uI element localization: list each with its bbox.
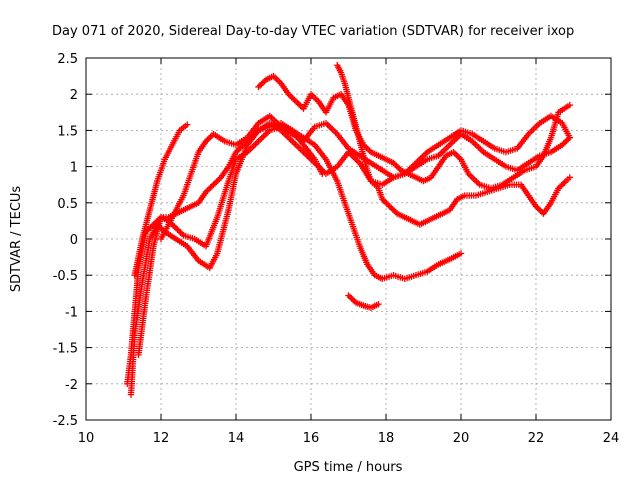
data-point-marker <box>255 83 262 91</box>
y-tick-label: -2.5 <box>53 414 78 429</box>
data-point-marker <box>288 93 295 101</box>
data-point-marker <box>562 138 569 146</box>
data-point-marker <box>386 203 393 210</box>
data-point-marker <box>364 146 372 153</box>
x-tick-label: 10 <box>78 431 95 446</box>
data-point-marker <box>171 223 178 230</box>
data-point-marker <box>391 207 398 214</box>
data-point-marker <box>535 206 543 213</box>
y-tick-label: 0 <box>70 233 78 248</box>
data-point-marker <box>561 179 568 186</box>
series-trace-8 <box>345 292 382 311</box>
data-point-marker <box>346 293 354 301</box>
data-point-marker <box>205 185 213 193</box>
series-trace-6 <box>255 72 573 192</box>
data-point-marker <box>566 134 573 141</box>
data-point-marker <box>291 96 298 104</box>
series-trace-4 <box>135 123 465 359</box>
data-point-marker <box>294 99 301 107</box>
data-point-marker <box>256 82 264 89</box>
data-point-marker <box>271 74 279 81</box>
data-point-marker <box>558 182 565 189</box>
x-tick-label: 20 <box>453 431 470 446</box>
data-point-marker <box>175 227 183 235</box>
data-point-marker <box>174 226 181 233</box>
x-tick-label: 14 <box>228 431 245 446</box>
data-point-marker <box>208 182 216 190</box>
data-point-marker <box>389 206 396 213</box>
data-point-marker <box>457 250 465 257</box>
data-point-marker <box>394 164 402 171</box>
axis-ticks: 10 12 14 16 18 20 22 24 2.5 2 1.5 1 0.5 0 -0.5 -1 -1.5 -2… <box>53 52 620 446</box>
data-point-marker <box>214 177 222 184</box>
x-tick-label: 24 <box>603 431 620 446</box>
data-point-marker <box>295 101 303 108</box>
data-point-marker <box>383 200 390 207</box>
y-tick-label: -0.5 <box>53 269 78 284</box>
data-point-marker <box>388 204 395 212</box>
data-point-marker <box>292 98 300 105</box>
data-point-marker <box>345 292 352 299</box>
x-tick-label: 16 <box>303 431 320 446</box>
y-tick-label: -1.5 <box>53 342 78 357</box>
data-point-marker <box>348 295 355 302</box>
series-trace-3 <box>127 119 573 398</box>
data-point-marker <box>312 95 319 102</box>
data-point-marker <box>310 93 318 101</box>
x-tick-label: 18 <box>378 431 395 446</box>
y-tick-label: 1 <box>70 161 78 176</box>
series-trace-2 <box>131 121 191 279</box>
y-tick-label: 2 <box>70 88 78 103</box>
x-tick-label: 12 <box>153 431 170 446</box>
y-tick-label: 1.5 <box>57 124 78 139</box>
data-point-marker <box>349 296 357 304</box>
y-tick-label: -2 <box>65 378 78 393</box>
data-point-marker <box>393 162 400 170</box>
grid <box>86 58 611 420</box>
data-point-marker <box>274 77 282 84</box>
data-point-marker <box>177 229 184 236</box>
data-point-marker <box>213 178 220 186</box>
series-trace-7 <box>334 62 573 228</box>
data-marks <box>124 62 573 398</box>
data-point-marker <box>382 198 389 206</box>
data-point-marker <box>207 184 214 191</box>
data-point-marker <box>566 101 573 109</box>
data-point-marker <box>259 79 267 86</box>
data-point-marker <box>451 150 459 157</box>
y-axis-label: SDTVAR / TECUs <box>9 186 24 293</box>
data-point-marker <box>211 180 219 187</box>
data-point-marker <box>205 135 213 142</box>
chart-title: Day 071 of 2020, Sidereal Day-to-day VTE… <box>52 24 574 39</box>
x-tick-label: 22 <box>528 431 545 446</box>
data-point-marker <box>172 224 180 232</box>
data-point-marker <box>297 102 304 109</box>
x-axis-label: GPS time / hours <box>294 460 403 475</box>
data-point-marker <box>210 181 217 188</box>
data-point-marker <box>454 153 462 160</box>
y-tick-label: 2.5 <box>57 52 78 67</box>
data-point-marker <box>289 95 297 102</box>
data-point-marker <box>566 174 573 181</box>
y-tick-label: -1 <box>65 305 78 320</box>
y-tick-label: 0.5 <box>57 197 78 212</box>
data-point-marker <box>559 180 567 188</box>
data-point-marker <box>258 80 265 88</box>
data-point-marker <box>537 207 544 214</box>
data-point-marker <box>375 300 382 308</box>
data-point-marker <box>184 121 191 128</box>
